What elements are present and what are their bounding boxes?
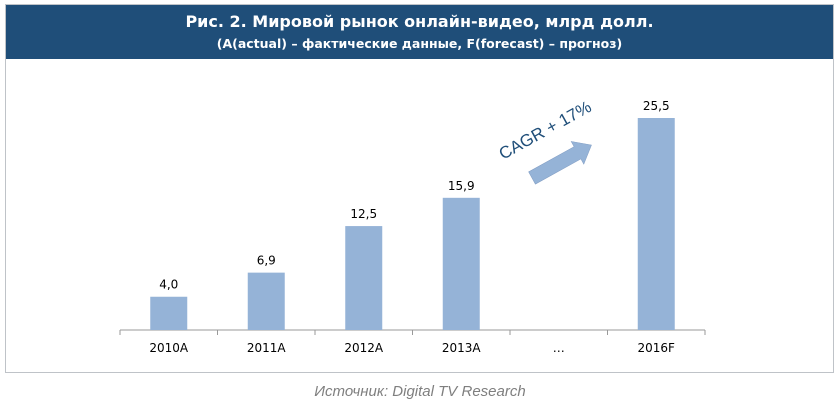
- x-tick-label: 2010A: [149, 341, 189, 355]
- x-tick-label: 2011A: [247, 341, 287, 355]
- cagr-arrow-shape: [528, 141, 592, 185]
- chart-frame: Рис. 2. Мировой рынок онлайн-видео, млрд…: [5, 4, 834, 373]
- bar: [247, 272, 285, 330]
- data-label: 25,5: [643, 99, 670, 113]
- x-tick-label: 2013A: [442, 341, 482, 355]
- x-tick-label: 2016F: [638, 341, 676, 355]
- bar: [637, 118, 675, 330]
- bar: [442, 197, 480, 330]
- bar: [345, 226, 383, 330]
- bar-chart: 4,0 2010A 6,9 2011A 12,5 2012A 15,9 2013A … 25,5 2…: [119, 97, 706, 355]
- data-label: 15,9: [448, 179, 475, 193]
- cagr-arrow: [528, 141, 592, 185]
- x-tick-label: …: [553, 341, 565, 355]
- data-label: 12,5: [350, 207, 377, 221]
- bar: [150, 296, 188, 330]
- chart-subtitle: (A(actual) – фактические данные, F(forec…: [216, 36, 623, 51]
- source-note: Источник: Digital TV Research: [314, 383, 526, 400]
- chart-title: Рис. 2. Мировой рынок онлайн-видео, млрд…: [185, 12, 654, 31]
- x-tick-label: 2012A: [344, 341, 384, 355]
- title-banner: Рис. 2. Мировой рынок онлайн-видео, млрд…: [6, 5, 833, 59]
- data-label: 6,9: [257, 254, 276, 268]
- data-label: 4,0: [159, 278, 178, 292]
